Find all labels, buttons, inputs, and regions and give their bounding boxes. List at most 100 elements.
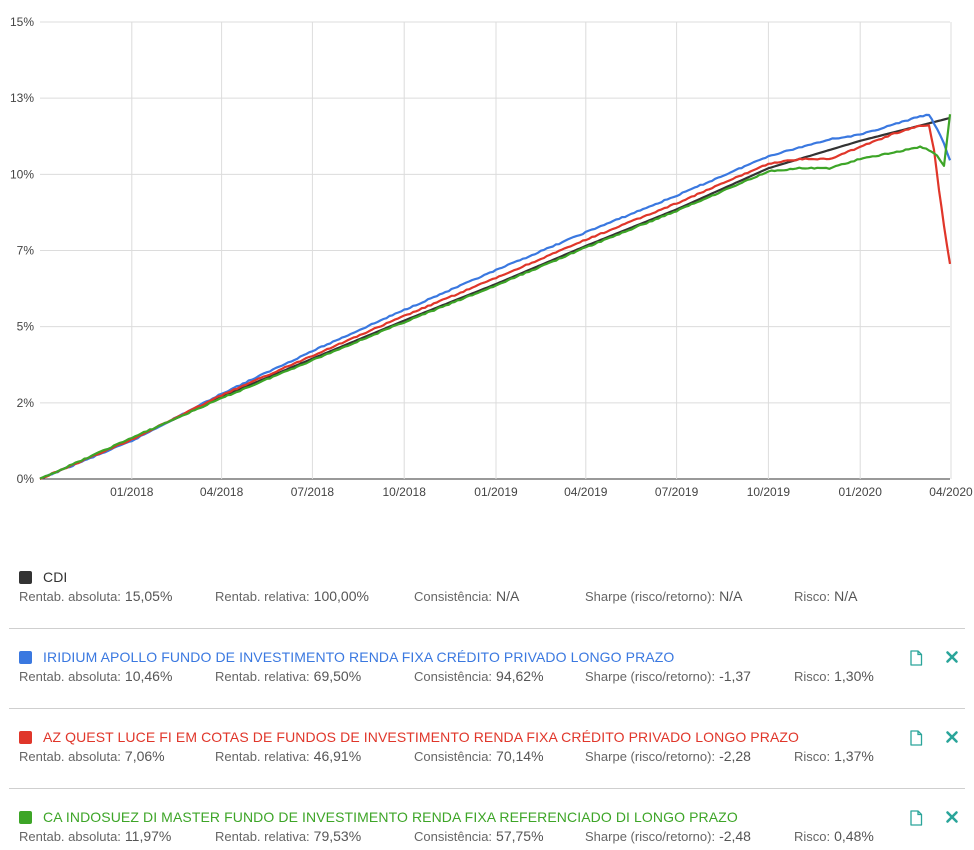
y-tick-label: 5% (17, 320, 35, 334)
x-tick-label: 04/2020 (929, 485, 973, 499)
metric-label: Risco: (794, 589, 831, 604)
legend-metric: Sharpe (risco/retorno): -2,48 (585, 828, 751, 844)
legend-item: IRIDIUM APOLLO FUNDO DE INVESTIMENTO REN… (19, 648, 965, 688)
legend-metric: Consistência: 94,62% (414, 668, 544, 684)
x-tick-label: 10/2018 (383, 485, 427, 499)
metric-label: Risco: (794, 749, 831, 764)
legend-item-name: CDI (43, 569, 68, 585)
legend-metric: Consistência: 70,14% (414, 748, 544, 764)
legend-metric: Rentab. relativa: 100,00% (215, 588, 369, 604)
legend-item-title[interactable]: IRIDIUM APOLLO FUNDO DE INVESTIMENTO REN… (19, 648, 674, 666)
x-tick-label: 04/2018 (200, 485, 244, 499)
y-tick-label: 10% (10, 167, 34, 181)
y-tick-label: 2% (17, 396, 35, 410)
y-tick-label: 13% (10, 91, 34, 105)
legend-swatch (19, 650, 32, 664)
legend-separator (9, 788, 965, 789)
metric-label: Sharpe (risco/retorno): (585, 829, 716, 844)
x-tick-label: 10/2019 (747, 485, 791, 499)
close-icon[interactable] (945, 649, 959, 665)
metric-value: 46,91% (313, 748, 362, 764)
metric-value: 1,37% (834, 748, 874, 764)
series-line-2 (39, 124, 952, 480)
legend-metric: Consistência: N/A (414, 588, 519, 604)
legend-metric: Risco: N/A (794, 588, 857, 604)
legend-item-title[interactable]: AZ QUEST LUCE FI EM COTAS DE FUNDOS DE I… (19, 728, 799, 746)
legend-metric: Rentab. absoluta: 15,05% (19, 588, 172, 604)
legend-item-title[interactable]: CA INDOSUEZ DI MASTER FUNDO DE INVESTIME… (19, 808, 738, 826)
metric-label: Rentab. absoluta: (19, 589, 121, 604)
metric-value: 0,48% (834, 828, 874, 844)
metric-label: Risco: (794, 669, 831, 684)
series-line-0 (39, 116, 951, 481)
legend-item-name: CA INDOSUEZ DI MASTER FUNDO DE INVESTIME… (43, 809, 738, 825)
metric-label: Sharpe (risco/retorno): (585, 669, 716, 684)
legend-item: AZ QUEST LUCE FI EM COTAS DE FUNDOS DE I… (19, 728, 965, 768)
legend-metric: Sharpe (risco/retorno): N/A (585, 588, 742, 604)
metric-value: 7,06% (124, 748, 165, 764)
x-tick-label: 01/2020 (839, 485, 883, 499)
series-line-3 (39, 114, 952, 480)
metric-label: Consistência: (414, 589, 493, 604)
document-icon[interactable] (909, 810, 923, 826)
metric-value: N/A (719, 588, 743, 604)
legend-metric: Rentab. absoluta: 10,46% (19, 668, 172, 684)
metric-value: 15,05% (124, 588, 173, 604)
legend-metric: Risco: 1,30% (794, 668, 874, 684)
metric-label: Rentab. absoluta: (19, 669, 121, 684)
legend-swatch (19, 570, 32, 584)
y-tick-label: 15% (10, 15, 34, 29)
metric-value: -2,28 (719, 748, 751, 764)
metric-label: Sharpe (risco/retorno): (585, 749, 716, 764)
metric-label: Rentab. relativa: (215, 749, 310, 764)
legend-metric: Sharpe (risco/retorno): -2,28 (585, 748, 751, 764)
metric-value: 10,46% (124, 668, 173, 684)
x-tick-label: 07/2018 (291, 485, 335, 499)
metric-value: N/A (496, 588, 520, 604)
close-icon[interactable] (945, 809, 959, 825)
metric-label: Consistência: (414, 829, 493, 844)
legend-metric: Rentab. relativa: 79,53% (215, 828, 361, 844)
legend-item: CA INDOSUEZ DI MASTER FUNDO DE INVESTIME… (19, 808, 965, 848)
legend-swatch (19, 730, 32, 744)
metric-label: Rentab. relativa: (215, 589, 310, 604)
legend-metric: Consistência: 57,75% (414, 828, 544, 844)
metric-label: Rentab. relativa: (215, 669, 310, 684)
metric-label: Consistência: (414, 669, 493, 684)
close-icon[interactable] (945, 729, 959, 745)
metric-label: Risco: (794, 829, 831, 844)
document-icon[interactable] (909, 730, 923, 746)
metric-value: -1,37 (719, 668, 751, 684)
legend-metric: Risco: 1,37% (794, 748, 874, 764)
metric-value: 1,30% (834, 668, 874, 684)
legend-separator (9, 628, 965, 629)
metric-label: Rentab. absoluta: (19, 749, 121, 764)
x-tick-label: 07/2019 (655, 485, 699, 499)
x-tick-label: 01/2018 (110, 485, 154, 499)
legend-separator (9, 708, 965, 709)
performance-chart: 0% 2% 5% 7% 10% 13% 15% 01/2018 04/2018 07/2018 10… (10, 15, 973, 499)
metric-value: 94,62% (496, 668, 544, 684)
metric-value: 69,50% (313, 668, 362, 684)
legend-metric: Risco: 0,48% (794, 828, 874, 844)
metric-value: 100,00% (313, 588, 369, 604)
metric-value: 57,75% (496, 828, 544, 844)
legend-item-name: AZ QUEST LUCE FI EM COTAS DE FUNDOS DE I… (43, 729, 800, 745)
metric-value: 79,53% (313, 828, 362, 844)
x-tick-label: 01/2019 (474, 485, 518, 499)
legend-metric: Rentab. absoluta: 11,97% (19, 828, 171, 844)
legend-metric: Rentab. absoluta: 7,06% (19, 748, 165, 764)
document-icon[interactable] (909, 650, 923, 666)
metric-label: Sharpe (risco/retorno): (585, 589, 716, 604)
metric-label: Rentab. absoluta: (19, 829, 121, 844)
legend-metric: Rentab. relativa: 69,50% (215, 668, 361, 684)
legend-item-name: IRIDIUM APOLLO FUNDO DE INVESTIMENTO REN… (43, 649, 675, 665)
y-tick-label: 0% (17, 472, 35, 486)
legend-metric: Sharpe (risco/retorno): -1,37 (585, 668, 751, 684)
y-tick-label: 7% (17, 244, 35, 258)
x-tick-label: 04/2019 (564, 485, 608, 499)
metric-value: -2,48 (719, 828, 751, 844)
legend-metric: Rentab. relativa: 46,91% (215, 748, 361, 764)
metric-value: N/A (834, 588, 858, 604)
metric-value: 70,14% (496, 748, 544, 764)
